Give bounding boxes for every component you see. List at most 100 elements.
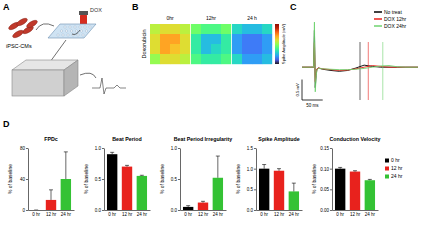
y-axis-title: % of baseline <box>235 164 241 194</box>
panel-label: C <box>290 2 297 12</box>
axis-line <box>105 210 151 211</box>
legend-swatch <box>385 159 389 163</box>
tick: 0 hr <box>336 212 344 217</box>
trace <box>302 43 418 82</box>
y-axis-title: % of baseline <box>159 164 165 194</box>
heatmap-cell <box>232 34 242 44</box>
tick-mark <box>178 210 180 211</box>
bar <box>259 169 269 210</box>
tick-label: 0 hr <box>108 212 116 217</box>
error-bar <box>34 210 38 211</box>
tick: 80 <box>20 146 28 151</box>
legend-swatch <box>374 11 382 13</box>
tick-mark <box>330 148 332 149</box>
tick-label: 0 hr <box>260 212 268 217</box>
heatmap-cell <box>160 34 170 44</box>
heatmap-cell <box>180 34 190 44</box>
legend-swatch <box>374 18 382 20</box>
legend-label: 12 hr <box>391 165 403 171</box>
heatmap-cell <box>191 34 201 44</box>
colorbar <box>275 24 279 64</box>
panel-label: D <box>3 119 10 129</box>
heatmap-cell <box>211 44 221 54</box>
heatmap-cell <box>252 54 262 64</box>
tick: 12 hr <box>198 212 209 217</box>
scale-bar-y-label: 0.5 mV <box>295 83 300 96</box>
chart-title: Spike Amplitude <box>258 136 299 142</box>
heatmap-cell <box>201 54 211 64</box>
error-bar <box>338 167 342 168</box>
panel-label: A <box>3 2 10 12</box>
tick-label: 1.0 <box>95 146 102 151</box>
tick-label: 0.0 <box>247 208 254 213</box>
error-bar-cap <box>34 210 38 211</box>
tick-mark <box>26 148 28 149</box>
heatmap-cell <box>170 54 180 64</box>
well <box>60 30 62 32</box>
error-bar-cap <box>262 164 266 165</box>
error-bar-cap <box>186 205 190 206</box>
chart-title: Conduction Velocity <box>330 136 381 142</box>
tick: 12 hr <box>274 212 285 217</box>
tick: 1.0 <box>171 146 180 151</box>
tick-mark <box>254 210 256 211</box>
heatmap-cell <box>191 44 201 54</box>
legend-label: DOX 24hr <box>384 23 407 29</box>
bar <box>274 171 284 210</box>
y-axis: 0.00.51.0 <box>171 146 181 213</box>
arrow <box>50 40 66 62</box>
tick: 0.15 <box>320 146 332 151</box>
y-axis: 0.000.050.100.15 <box>320 146 332 213</box>
error-bar <box>292 183 296 191</box>
cell-icon <box>26 19 39 29</box>
tick-label: 0.0 <box>95 208 102 213</box>
plot-area <box>302 22 418 100</box>
tick-label: 24 hr <box>137 212 148 217</box>
tick-mark <box>254 148 256 149</box>
plot-area <box>183 156 223 210</box>
tick-mark <box>330 189 332 190</box>
bar <box>213 178 223 210</box>
heatmap-cell <box>180 54 190 64</box>
tick-label: 12 hr <box>274 212 285 217</box>
tick: 0 hr <box>260 212 268 217</box>
well <box>82 34 84 36</box>
bar <box>61 179 71 210</box>
colorbar-label: Spike Amplitude (mV) <box>281 23 286 64</box>
axis-line <box>104 149 105 211</box>
error-bar <box>49 190 53 200</box>
well <box>80 30 82 32</box>
vial-cap <box>79 11 88 15</box>
heatmap-cell <box>170 24 180 34</box>
error-bar <box>368 179 372 181</box>
heatmap-cell <box>242 44 252 54</box>
error-bar-cap <box>292 183 296 184</box>
machine <box>12 70 64 96</box>
tick-label: 24 hr <box>213 212 224 217</box>
heatmap-cell <box>211 34 221 44</box>
tick-mark <box>330 169 332 170</box>
error-bar-cap <box>368 179 372 180</box>
heatmap-cell <box>221 44 231 54</box>
heatmap-title: Doxorubicin <box>141 29 147 58</box>
tick-label: 40 <box>20 177 26 182</box>
panel-time-label: 24 h <box>247 15 257 21</box>
error-bar-cap <box>125 165 129 166</box>
heatmap-cell <box>150 44 160 54</box>
tick-mark <box>330 210 332 211</box>
tick-label: 12 hr <box>198 212 209 217</box>
error-bar <box>216 156 220 178</box>
error-bar <box>262 165 266 169</box>
legend-label: 0 hr <box>391 157 400 163</box>
heatmap-cell <box>170 44 180 54</box>
well <box>64 26 66 28</box>
well <box>65 30 67 32</box>
well <box>69 26 71 28</box>
bar <box>365 180 375 210</box>
bar <box>198 203 208 210</box>
trace-icon <box>92 78 126 94</box>
heatmap-cell <box>262 34 272 44</box>
plot-area <box>259 165 299 210</box>
well <box>75 30 77 32</box>
tick-label: 0.5 <box>247 187 254 192</box>
